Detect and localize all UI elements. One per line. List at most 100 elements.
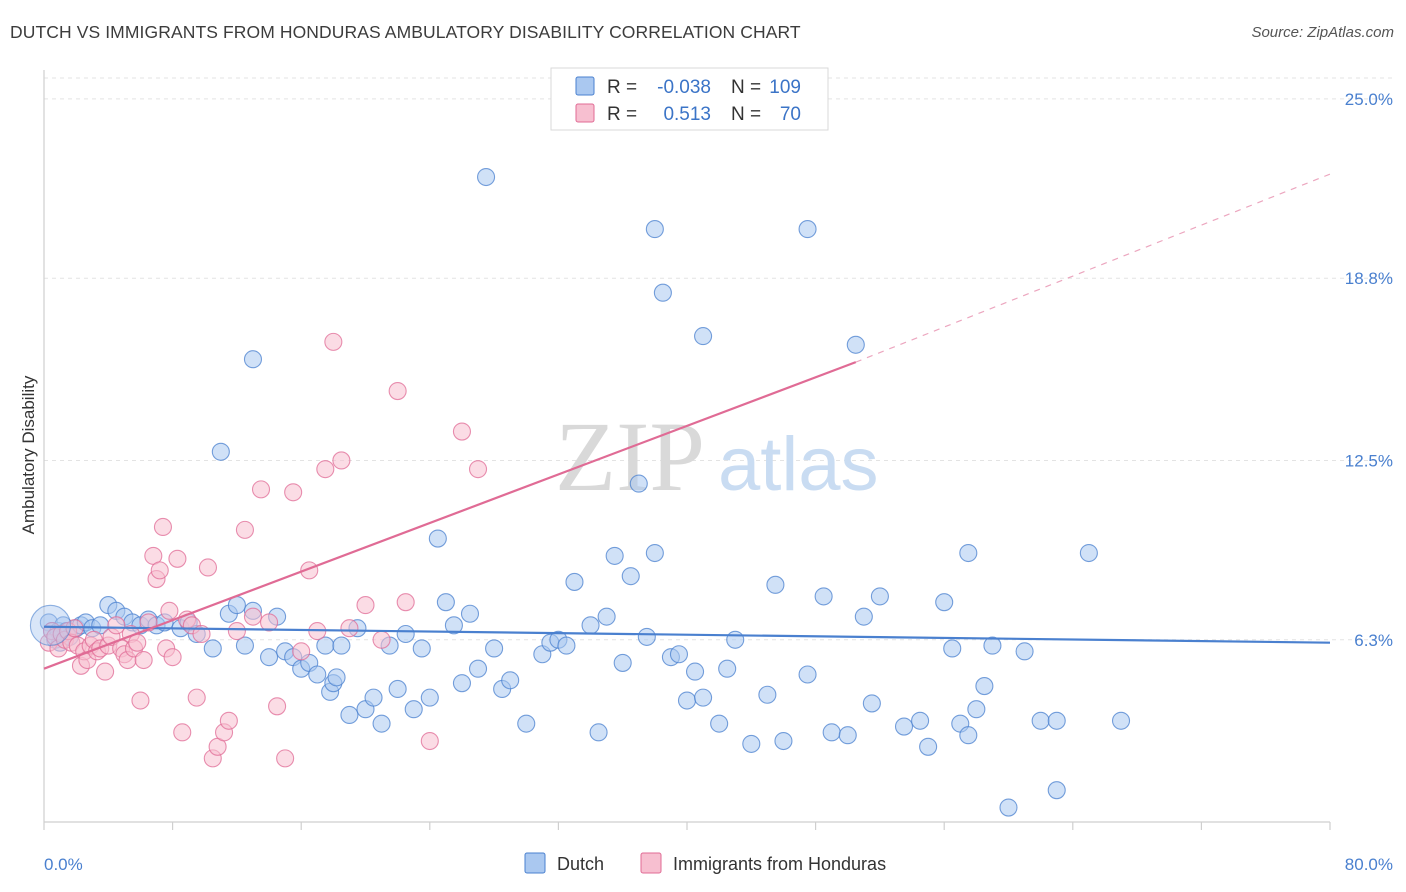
trend-line-honduras-extension [855,173,1331,363]
point-dutch [332,636,351,655]
point-dutch [1111,711,1131,730]
point-honduras [243,607,263,626]
y-tick-label: 18.8% [1345,269,1393,288]
point-dutch [838,726,857,745]
legend-n-label-1: N = [731,77,761,98]
point-honduras [340,619,359,638]
point-dutch [203,639,222,658]
point-dutch [766,575,785,594]
legend-n-value-honduras: 70 [780,104,801,125]
point-dutch [501,671,520,690]
point-honduras [251,480,271,499]
point-honduras [284,483,303,502]
point-honduras [198,558,218,577]
point-dutch [653,283,672,302]
point-dutch [477,167,496,187]
legend-box: R = -0.038 N = 109 R = 0.513 N = 70 [550,67,829,131]
legend-r-label-2: R = [607,104,637,125]
point-dutch [517,714,536,733]
bottom-legend-label-dutch: Dutch [557,854,604,874]
point-dutch [694,327,713,346]
point-honduras [316,460,335,479]
y-tick-label: 6.3% [1354,631,1393,650]
point-honduras [468,460,488,479]
y-tick-label: 12.5% [1345,451,1393,470]
trend-line-honduras [43,361,857,670]
point-dutch [862,694,881,713]
point-honduras [396,593,415,612]
y-tick-label: 25.0% [1345,90,1393,109]
point-dutch [565,572,584,591]
trend-lines [43,173,1331,670]
point-honduras [173,723,192,742]
point-dutch [814,587,833,606]
point-honduras [276,749,295,768]
legend-n-label-2: N = [731,104,761,125]
point-dutch [420,688,439,707]
point-dutch [364,688,383,707]
point-dutch [726,630,745,649]
point-honduras [259,613,279,632]
point-dutch [935,593,954,612]
point-dutch [798,665,817,684]
point-dutch [943,639,962,658]
y-axis-label: Ambulatory Disability [19,375,38,534]
point-dutch [870,587,889,606]
point-dutch [444,616,463,635]
legend-frame [550,67,829,131]
point-dutch [967,700,986,719]
legend-r-value-dutch: -0.038 [657,77,711,98]
point-honduras [160,601,179,620]
point-dutch [685,662,705,681]
point-dutch [557,636,576,655]
point-dutch [243,350,263,369]
watermark-atlas: atlas [718,422,879,507]
point-honduras [107,616,126,635]
point-dutch [718,659,737,678]
point-honduras [219,711,238,730]
point-dutch [428,529,447,548]
point-dutch [308,665,327,684]
point-dutch [959,543,978,563]
point-dutch [854,607,873,626]
point-honduras [168,549,187,568]
x-tick-label-min: 0.0% [44,855,83,874]
point-dutch [1079,543,1098,563]
trend-line-dutch [43,625,1331,644]
point-dutch [436,593,455,612]
y-tick-labels: 6.3% 12.5% 18.8% 25.0% [1345,90,1393,650]
point-dutch [211,442,230,461]
point-dutch [894,717,914,736]
bottom-legend: Dutch Immigrants from Honduras [524,852,886,874]
point-dutch [822,723,841,742]
point-dutch [1047,781,1066,800]
legend-swatch-dutch [575,76,595,96]
point-honduras [96,662,115,681]
point-honduras [292,642,311,661]
point-dutch [388,679,407,699]
point-dutch [629,474,648,493]
point-honduras [131,691,150,710]
point-dutch [999,798,1018,817]
point-honduras [134,650,153,670]
point-dutch [1031,711,1050,730]
point-dutch [919,737,938,756]
point-dutch [404,700,423,719]
point-dutch [774,731,793,751]
point-dutch [605,546,624,565]
chart-source: Source: ZipAtlas.com [1251,24,1394,41]
x-tick-label-max: 80.0% [1345,855,1393,874]
point-dutch [259,648,279,667]
point-dutch [959,726,978,745]
x-tick-marks [43,822,1331,830]
chart-title: DUTCH VS IMMIGRANTS FROM HONDURAS AMBULA… [10,22,801,42]
point-dutch [975,677,994,696]
point-dutch [1047,711,1066,730]
point-dutch [677,691,697,710]
watermark-zip: ZIP [555,401,705,512]
point-dutch [452,674,472,693]
point-dutch [710,714,729,733]
point-dutch [460,604,480,623]
point-honduras [324,332,343,351]
